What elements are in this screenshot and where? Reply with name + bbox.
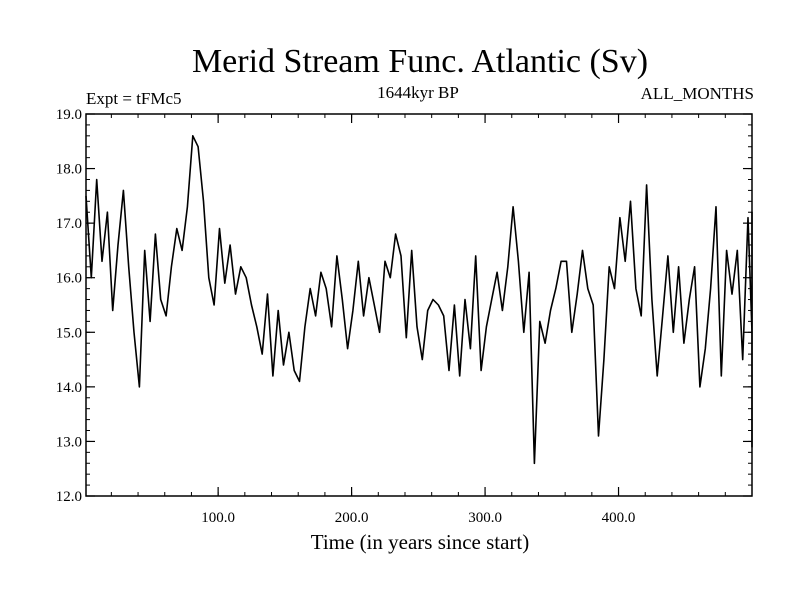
y-tick-label: 14.0	[56, 380, 82, 396]
x-tick-label: 100.0	[201, 510, 235, 526]
x-tick-label: 200.0	[335, 510, 369, 526]
x-tick-label: 300.0	[468, 510, 502, 526]
y-tick-label: 16.0	[56, 271, 82, 287]
y-tick-label: 18.0	[56, 162, 82, 178]
y-tick-label: 15.0	[56, 325, 82, 341]
axis-ticks: 12.0 13.0 14.0 15.0 16.0 17.0 18.0 19.0 100.0 200…	[56, 107, 752, 526]
y-tick-label: 13.0	[56, 434, 82, 450]
x-tick-label: 400.0	[602, 510, 636, 526]
x-axis-label: Time (in years since start)	[311, 530, 530, 554]
y-tick-label: 17.0	[56, 216, 82, 232]
series-line	[85, 135, 753, 465]
y-tick-label: 12.0	[56, 489, 82, 505]
y-tick-label: 19.0	[56, 107, 82, 123]
period-label: 1644kyr BP	[377, 83, 459, 102]
months-label: ALL_MONTHS	[641, 84, 754, 103]
experiment-label: Expt = tFMc5	[86, 89, 182, 108]
chart-title: Merid Stream Func. Atlantic (Sv)	[192, 43, 648, 80]
series-group	[85, 135, 753, 465]
